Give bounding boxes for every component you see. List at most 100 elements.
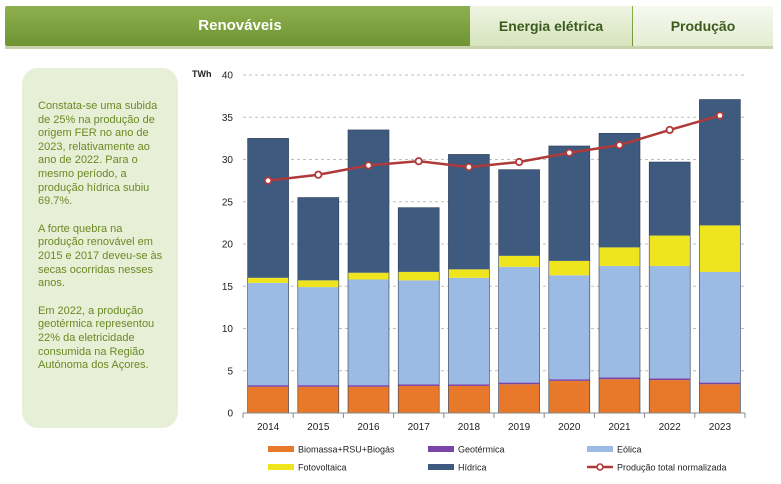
y-tick-label: 10 <box>222 324 234 335</box>
x-tick-label: 2017 <box>408 422 431 433</box>
bar-segment <box>498 382 540 385</box>
tab-producao[interactable]: Produção <box>633 6 773 46</box>
bar-segment <box>599 265 640 378</box>
bar-segment <box>398 271 440 281</box>
line-point <box>414 157 423 166</box>
bar-segment <box>348 386 389 413</box>
legend-swatch <box>428 446 454 452</box>
legend-swatch <box>587 446 613 452</box>
bar-segment <box>649 162 691 236</box>
legend-label: Fotovoltaica <box>298 463 347 473</box>
bar-segment <box>649 380 691 413</box>
bar-segment <box>398 384 440 386</box>
line-point <box>314 170 323 179</box>
y-tick-label: 20 <box>222 240 234 251</box>
y-tick-label: 0 <box>227 409 233 420</box>
bar-segment <box>348 129 389 273</box>
x-tick-label: 2023 <box>709 422 732 433</box>
line-series <box>267 114 721 182</box>
line-point <box>364 161 373 170</box>
summary-paragraph-2: A forte quebra na produção renovável em … <box>38 222 163 290</box>
bar-segment <box>297 280 339 288</box>
bar-segment <box>548 379 590 381</box>
bar-segment <box>498 384 540 413</box>
summary-paragraph-1: Constata-se uma subida de 25% na produçã… <box>38 100 158 208</box>
bar-segment <box>649 265 691 379</box>
y-tick-label: 30 <box>222 155 234 166</box>
bar-segment <box>348 385 389 387</box>
bar-segment <box>247 385 289 387</box>
bar-segment <box>398 280 440 385</box>
x-tick-label: 2022 <box>659 422 682 433</box>
bar-segment <box>247 282 289 386</box>
legend-label: Biomassa+RSU+Biogás <box>298 445 395 455</box>
line-point <box>665 125 674 135</box>
chart-line <box>263 111 725 185</box>
y-tick-label: 25 <box>222 197 234 208</box>
legend-marker <box>596 463 604 471</box>
bar-segment <box>348 279 389 386</box>
line-point <box>263 176 273 185</box>
bar-segment <box>599 133 640 248</box>
y-tick-label: 5 <box>227 366 233 377</box>
bar-segment <box>348 272 389 280</box>
chart-bars <box>247 99 741 414</box>
bar-segment <box>398 385 440 413</box>
bar-segment <box>548 275 590 380</box>
bar-segment <box>699 271 741 383</box>
bar-segment <box>448 385 490 413</box>
bar-segment <box>599 247 640 266</box>
line-point <box>565 148 574 157</box>
bar-segment <box>448 384 490 386</box>
bar-segment <box>398 207 440 272</box>
bar-segment <box>448 269 490 278</box>
tab-energia-eletrica[interactable]: Energia elétrica <box>470 6 632 46</box>
chart-legend: Biomassa+RSU+Biogás Geotérmica Eólica Fotov… <box>268 445 727 473</box>
header-shadow <box>5 46 773 49</box>
line-point <box>514 157 524 167</box>
y-tick-label: 40 <box>222 71 234 82</box>
legend-label: Eólica <box>617 445 642 455</box>
summary-paragraph-3: Em 2022, a produção geotérmica represent… <box>38 304 155 372</box>
bar-segment <box>548 380 590 413</box>
x-tick-label: 2018 <box>458 422 481 433</box>
bar-segment <box>498 169 540 256</box>
bar-segment <box>297 386 339 413</box>
legend-swatch <box>268 446 294 452</box>
x-tick-label: 2015 <box>307 422 330 433</box>
bar-segment <box>297 197 339 281</box>
summary-panel: Constata-se uma subida de 25% na produçã… <box>22 68 178 428</box>
bar-segment <box>247 277 289 283</box>
bar-segment <box>448 154 490 270</box>
line-point <box>464 163 473 172</box>
legend-swatch <box>428 464 454 470</box>
bar-segment <box>548 260 590 276</box>
bar-segment <box>699 225 741 272</box>
x-tick-label: 2016 <box>357 422 380 433</box>
legend-label: Produção total normalizada <box>617 463 727 473</box>
legend-label: Geotérmica <box>458 445 505 455</box>
bar-segment <box>599 377 640 380</box>
bar-segment <box>297 287 339 386</box>
bar-segment <box>599 379 640 413</box>
bar-segment <box>297 385 339 387</box>
chart-axes: 0 5 10 15 20 25 30 35 40 TWh 2014 2015 2016 2017 2018 2… <box>192 69 746 433</box>
x-tick-label: 2020 <box>558 422 581 433</box>
bar-segment <box>649 378 691 381</box>
legend-label: Hídrica <box>458 463 487 473</box>
bar-segment <box>247 386 289 413</box>
bar-segment <box>448 277 490 385</box>
line-point <box>615 141 624 150</box>
x-tick-label: 2014 <box>257 422 280 433</box>
line-point <box>715 111 725 120</box>
y-tick-label: 15 <box>222 282 234 293</box>
bar-segment <box>699 384 741 413</box>
legend-swatch <box>268 464 294 470</box>
bar-segment <box>548 145 590 261</box>
x-tick-label: 2019 <box>508 422 531 433</box>
y-tick-label: 35 <box>222 113 234 124</box>
bar-segment <box>498 255 540 267</box>
bar-segment <box>498 266 540 383</box>
y-axis-label: TWh <box>192 69 212 79</box>
